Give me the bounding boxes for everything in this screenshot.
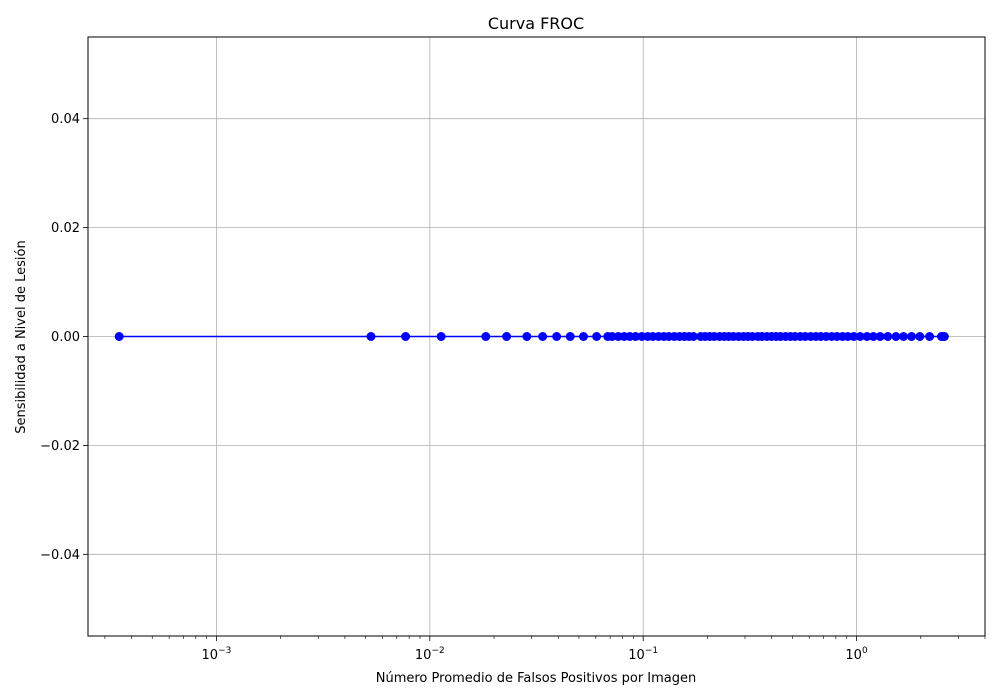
data-point	[883, 332, 893, 341]
data-point	[899, 332, 909, 341]
data-point	[925, 332, 935, 341]
x-axis-ticks: 10−3 10−2 10−1 100	[104, 636, 986, 663]
data-point	[891, 332, 901, 341]
data-point	[688, 332, 698, 341]
y-tick-label: −0.04	[40, 548, 80, 563]
series-layer	[114, 332, 949, 341]
data-point	[868, 332, 878, 341]
data-point	[522, 332, 532, 341]
x-tick-label: 10−1	[628, 646, 658, 663]
data-point	[481, 332, 491, 341]
data-point	[907, 332, 917, 341]
data-point	[578, 332, 588, 341]
y-axis-ticks: 0.04 0.02 0.00 −0.02 −0.04	[40, 112, 88, 563]
x-axis-label: Número Promedio de Falsos Positivos por …	[376, 671, 697, 686]
data-point	[538, 332, 548, 341]
y-axis-label: Sensibilidad a Nivel de Lesión	[14, 240, 29, 433]
data-point	[915, 332, 925, 341]
data-point	[849, 332, 859, 341]
data-point	[436, 332, 446, 341]
chart-title: Curva FROC	[488, 14, 584, 33]
data-point	[565, 332, 575, 341]
data-point	[875, 332, 885, 341]
data-point	[114, 332, 124, 341]
y-tick-label: 0.02	[51, 221, 80, 236]
y-tick-label: 0.04	[51, 112, 80, 127]
x-tick-label: 100	[845, 646, 868, 663]
data-point	[607, 332, 617, 341]
y-tick-label: −0.02	[40, 439, 80, 454]
data-point	[862, 332, 872, 341]
x-tick-label: 10−2	[415, 646, 445, 663]
x-tick-label: 10−3	[202, 646, 232, 663]
data-point	[592, 332, 602, 341]
data-point	[630, 332, 640, 341]
data-point	[939, 332, 949, 341]
y-tick-label: 0.00	[51, 330, 80, 345]
data-point	[552, 332, 562, 341]
data-point	[855, 332, 865, 341]
data-point	[401, 332, 411, 341]
data-point	[502, 332, 512, 341]
data-point	[366, 332, 376, 341]
